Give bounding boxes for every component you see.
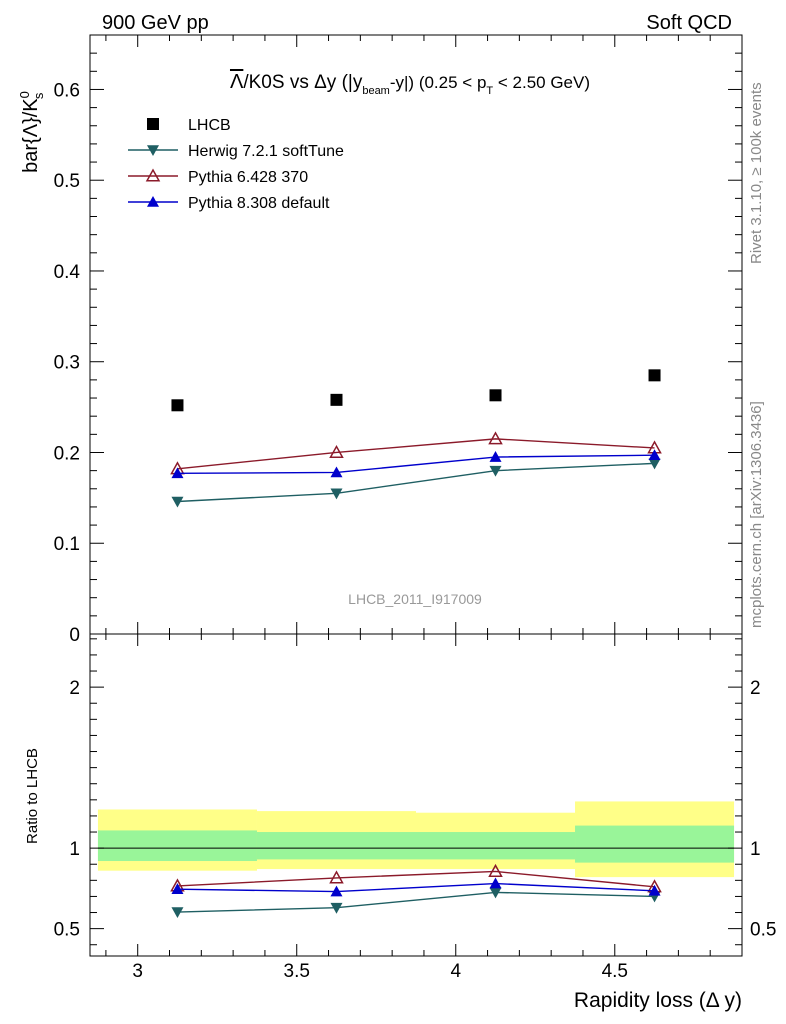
ratio-band-green (575, 825, 735, 863)
title-sub2: T (486, 85, 493, 97)
ratio-y-tick-label-right: 2 (750, 678, 761, 699)
x-tick-label: 4 (450, 961, 461, 982)
ratio-y-tick-label-left: 0.5 (54, 920, 80, 941)
main-y-tick-label: 0.2 (54, 443, 80, 464)
ratio-band-green (416, 832, 576, 860)
x-axis-label: Rapidity loss (Δ y) (574, 989, 742, 1012)
data-point (648, 369, 661, 382)
analysis-watermark: LHCB_2011_I917009 (348, 591, 482, 607)
legend-label: Pythia 6.428 370 (188, 169, 308, 186)
ratio-point (488, 863, 503, 878)
data-point (171, 399, 184, 412)
legend: LHCB Herwig 7.2.1 softTune Pythia 6.428 37… (128, 117, 344, 212)
legend-marker (147, 196, 159, 207)
series-line (177, 454, 655, 475)
ratio-ylabel: Ratio to LHCB (24, 748, 41, 844)
data-point (489, 389, 502, 402)
ratio-point (330, 885, 343, 897)
ylabel-main: bar{Λ}/K (20, 98, 42, 173)
header-right: Soft QCD (646, 12, 732, 34)
series-point (648, 458, 661, 470)
title-sub1: beam (362, 85, 390, 97)
ratio-point (329, 870, 344, 884)
ratio-y-tick-label-left: 2 (69, 678, 80, 699)
x-tick-label: 3.5 (284, 961, 310, 982)
ratio-point (648, 884, 661, 896)
title-mid: -y|) (0.25 < p (390, 73, 487, 92)
ratio-y-tick-label-right: 1 (750, 839, 761, 860)
chart-title: Λ/K0S vs Δy (|ybeam-y|) (0.25 < pT < 2.5… (230, 71, 590, 97)
main-ylabel: bar{Λ}/K0s (17, 91, 46, 173)
ylabel-sub: s (31, 92, 46, 99)
title-main: /K0S vs Δy (|y (243, 72, 362, 93)
main-y-tick-label: 0.6 (54, 80, 80, 101)
mcplots-label: mcplots.cern.ch [arXiv:1306.3436] (748, 401, 765, 628)
header-left: 900 GeV pp (102, 12, 209, 34)
x-tick-label: 3 (132, 961, 143, 982)
ratio-band-green (97, 830, 257, 862)
title-overline: Λ (230, 71, 244, 93)
series-point (489, 451, 502, 462)
ratio-panel-axes: 3 3.5 4 4.5 0.5 0.5 1 1 2 2 (54, 634, 776, 982)
ratio-point (489, 887, 502, 899)
legend-label: Pythia 8.308 default (188, 195, 330, 212)
series-point (329, 444, 344, 459)
series-point (489, 465, 502, 477)
main-panel-series (170, 369, 662, 508)
ratio-panel-series (170, 863, 662, 919)
main-y-tick-label: 0 (69, 625, 80, 646)
ratio-line (177, 891, 655, 913)
ratio-point (171, 883, 184, 894)
main-y-tick-label: 0.3 (54, 353, 80, 374)
legend-marker (145, 168, 161, 182)
legend-marker (147, 118, 159, 130)
series-line (177, 438, 655, 470)
main-y-tick-label: 0.5 (54, 171, 80, 192)
ratio-uncertainty-bands (97, 801, 735, 878)
ratio-y-tick-label-right: 0.5 (750, 920, 776, 941)
series-point (171, 467, 184, 479)
series-point (171, 496, 184, 508)
main-y-tick-label: 0.1 (54, 534, 80, 555)
series-line (177, 462, 655, 503)
ratio-point (489, 877, 502, 889)
ratio-band-green (256, 832, 416, 860)
rivet-label: Rivet 3.1.10, ≥ 100k events (748, 82, 765, 264)
series-point (330, 488, 343, 500)
ratio-line (177, 870, 655, 888)
series-point (488, 431, 503, 445)
data-point (330, 393, 343, 406)
ratio-point (330, 902, 343, 914)
ratio-panel-frame (89, 633, 743, 957)
legend-label: LHCB (188, 117, 231, 134)
title-end: < 2.50 GeV) (493, 73, 590, 92)
ratio-point (171, 907, 184, 919)
main-y-tick-label: 0.4 (54, 262, 81, 283)
x-tick-label: 4.5 (602, 961, 628, 982)
legend-label: Herwig 7.2.1 softTune (188, 143, 344, 160)
ratio-line (177, 882, 655, 893)
ylabel-sup: 0 (17, 91, 32, 98)
legend-marker (147, 145, 159, 156)
ratio-y-tick-label-left: 1 (69, 839, 80, 860)
series-point (330, 466, 343, 478)
series-point (648, 449, 661, 461)
